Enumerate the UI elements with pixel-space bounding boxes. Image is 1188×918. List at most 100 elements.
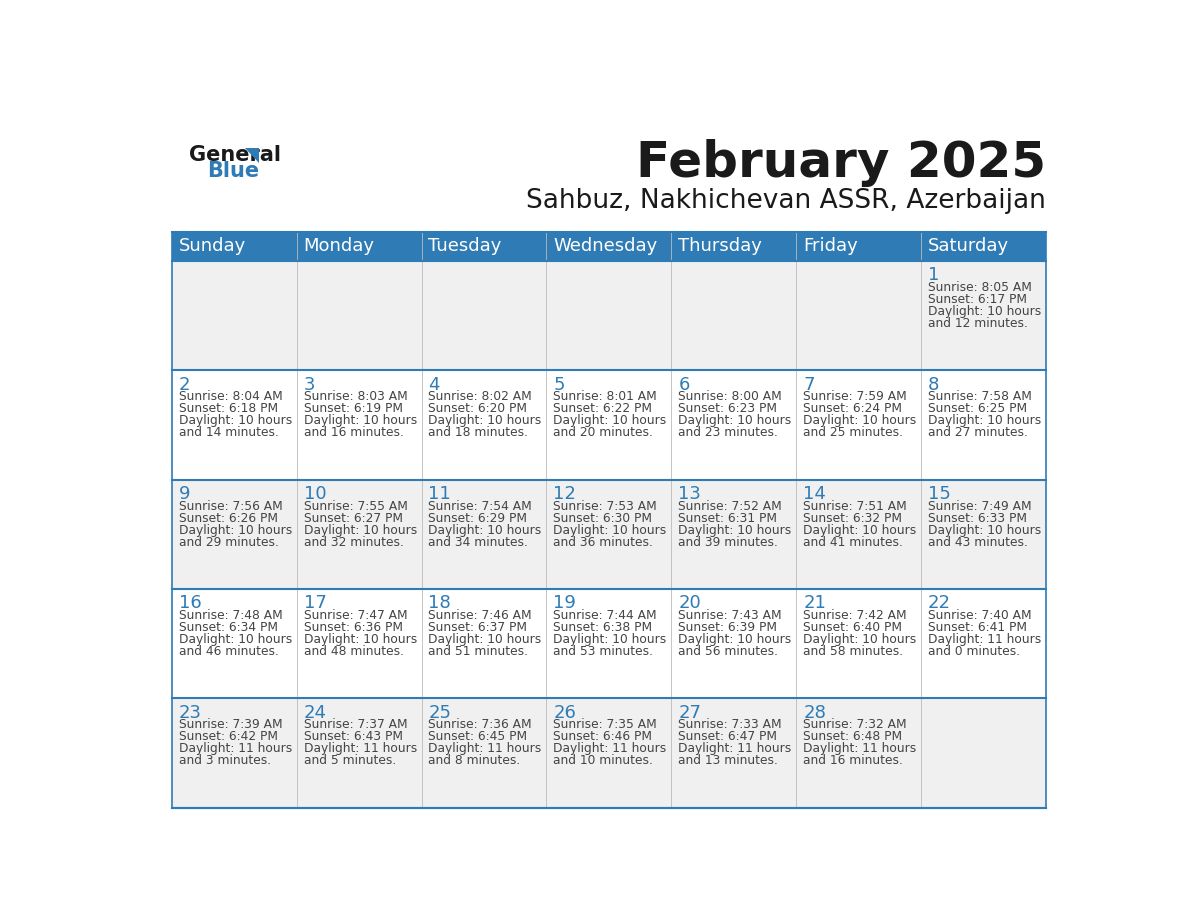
Text: 13: 13 [678, 485, 701, 503]
Text: and 13 minutes.: and 13 minutes. [678, 755, 778, 767]
Text: Sunset: 6:37 PM: Sunset: 6:37 PM [429, 621, 527, 634]
Text: Sunset: 6:23 PM: Sunset: 6:23 PM [678, 402, 777, 415]
Text: and 46 minutes.: and 46 minutes. [178, 645, 279, 658]
Text: 2: 2 [178, 375, 190, 394]
Text: and 51 minutes.: and 51 minutes. [429, 645, 529, 658]
Text: Daylight: 11 hours: Daylight: 11 hours [429, 743, 542, 756]
Text: Sunset: 6:18 PM: Sunset: 6:18 PM [178, 402, 278, 415]
Text: 24: 24 [304, 704, 327, 722]
Text: Daylight: 10 hours: Daylight: 10 hours [678, 523, 791, 537]
Text: Sunrise: 7:37 AM: Sunrise: 7:37 AM [304, 719, 407, 732]
Text: Sunset: 6:30 PM: Sunset: 6:30 PM [554, 511, 652, 525]
Text: Sunrise: 7:47 AM: Sunrise: 7:47 AM [304, 610, 407, 622]
Text: Sunset: 6:26 PM: Sunset: 6:26 PM [178, 511, 278, 525]
Text: 3: 3 [304, 375, 315, 394]
Text: Sunset: 6:34 PM: Sunset: 6:34 PM [178, 621, 278, 634]
Text: and 25 minutes.: and 25 minutes. [803, 426, 903, 439]
Text: and 10 minutes.: and 10 minutes. [554, 755, 653, 767]
Text: Daylight: 10 hours: Daylight: 10 hours [178, 633, 292, 646]
Text: 22: 22 [928, 595, 952, 612]
Text: Sunset: 6:40 PM: Sunset: 6:40 PM [803, 621, 902, 634]
Text: Sunset: 6:39 PM: Sunset: 6:39 PM [678, 621, 777, 634]
Text: Sunrise: 7:59 AM: Sunrise: 7:59 AM [803, 390, 906, 403]
Text: 8: 8 [928, 375, 940, 394]
Text: Sunset: 6:41 PM: Sunset: 6:41 PM [928, 621, 1028, 634]
Text: Sunset: 6:32 PM: Sunset: 6:32 PM [803, 511, 902, 525]
Text: 23: 23 [178, 704, 202, 722]
Text: Daylight: 10 hours: Daylight: 10 hours [803, 633, 916, 646]
Text: Sunrise: 7:48 AM: Sunrise: 7:48 AM [178, 610, 283, 622]
Text: and 8 minutes.: and 8 minutes. [429, 755, 520, 767]
Text: Sunrise: 7:53 AM: Sunrise: 7:53 AM [554, 499, 657, 513]
Text: Sunset: 6:29 PM: Sunset: 6:29 PM [429, 511, 527, 525]
Text: Daylight: 11 hours: Daylight: 11 hours [803, 743, 916, 756]
Text: and 0 minutes.: and 0 minutes. [928, 645, 1020, 658]
Text: and 12 minutes.: and 12 minutes. [928, 317, 1028, 330]
Text: and 53 minutes.: and 53 minutes. [554, 645, 653, 658]
Polygon shape [245, 148, 259, 163]
Text: Sunset: 6:31 PM: Sunset: 6:31 PM [678, 511, 777, 525]
Text: Sunset: 6:24 PM: Sunset: 6:24 PM [803, 402, 902, 415]
Text: Daylight: 10 hours: Daylight: 10 hours [178, 523, 292, 537]
Text: Daylight: 10 hours: Daylight: 10 hours [928, 523, 1042, 537]
Text: Daylight: 10 hours: Daylight: 10 hours [178, 414, 292, 427]
Text: Sunrise: 8:00 AM: Sunrise: 8:00 AM [678, 390, 782, 403]
FancyBboxPatch shape [172, 699, 1045, 808]
Text: Sunrise: 7:40 AM: Sunrise: 7:40 AM [928, 610, 1031, 622]
Text: Daylight: 10 hours: Daylight: 10 hours [803, 523, 916, 537]
Text: Sunrise: 7:44 AM: Sunrise: 7:44 AM [554, 610, 657, 622]
Text: Thursday: Thursday [678, 238, 763, 255]
Text: 16: 16 [178, 595, 202, 612]
Text: Daylight: 10 hours: Daylight: 10 hours [429, 633, 542, 646]
Text: 15: 15 [928, 485, 950, 503]
Text: Sunset: 6:33 PM: Sunset: 6:33 PM [928, 511, 1028, 525]
FancyBboxPatch shape [172, 480, 1045, 589]
Text: Sahbuz, Nakhichevan ASSR, Azerbaijan: Sahbuz, Nakhichevan ASSR, Azerbaijan [526, 188, 1045, 214]
Text: 12: 12 [554, 485, 576, 503]
Text: Sunset: 6:17 PM: Sunset: 6:17 PM [928, 293, 1028, 306]
Text: Daylight: 10 hours: Daylight: 10 hours [678, 414, 791, 427]
Text: 14: 14 [803, 485, 826, 503]
Text: 17: 17 [304, 595, 327, 612]
Text: and 16 minutes.: and 16 minutes. [304, 426, 404, 439]
Text: Sunset: 6:38 PM: Sunset: 6:38 PM [554, 621, 652, 634]
Text: and 56 minutes.: and 56 minutes. [678, 645, 778, 658]
Text: Sunrise: 7:35 AM: Sunrise: 7:35 AM [554, 719, 657, 732]
FancyBboxPatch shape [172, 232, 1045, 261]
Text: and 36 minutes.: and 36 minutes. [554, 535, 653, 549]
Text: 4: 4 [429, 375, 440, 394]
Text: and 16 minutes.: and 16 minutes. [803, 755, 903, 767]
Text: Sunset: 6:25 PM: Sunset: 6:25 PM [928, 402, 1028, 415]
Text: Sunrise: 7:46 AM: Sunrise: 7:46 AM [429, 610, 532, 622]
Text: Sunrise: 7:51 AM: Sunrise: 7:51 AM [803, 499, 906, 513]
Text: and 18 minutes.: and 18 minutes. [429, 426, 529, 439]
Text: Sunrise: 8:05 AM: Sunrise: 8:05 AM [928, 281, 1032, 294]
Text: Daylight: 11 hours: Daylight: 11 hours [178, 743, 292, 756]
Text: 19: 19 [554, 595, 576, 612]
Text: Daylight: 10 hours: Daylight: 10 hours [304, 633, 417, 646]
Text: and 41 minutes.: and 41 minutes. [803, 535, 903, 549]
Text: and 5 minutes.: and 5 minutes. [304, 755, 396, 767]
Text: Daylight: 10 hours: Daylight: 10 hours [304, 523, 417, 537]
Text: Sunset: 6:47 PM: Sunset: 6:47 PM [678, 731, 777, 744]
Text: Sunrise: 7:42 AM: Sunrise: 7:42 AM [803, 610, 906, 622]
Text: Daylight: 10 hours: Daylight: 10 hours [429, 414, 542, 427]
Text: Daylight: 10 hours: Daylight: 10 hours [554, 523, 666, 537]
Text: 28: 28 [803, 704, 826, 722]
FancyBboxPatch shape [172, 589, 1045, 699]
Text: 18: 18 [429, 595, 451, 612]
Text: Daylight: 11 hours: Daylight: 11 hours [554, 743, 666, 756]
Text: Sunset: 6:22 PM: Sunset: 6:22 PM [554, 402, 652, 415]
Text: Sunrise: 7:58 AM: Sunrise: 7:58 AM [928, 390, 1032, 403]
Text: Daylight: 10 hours: Daylight: 10 hours [803, 414, 916, 427]
Text: Sunset: 6:45 PM: Sunset: 6:45 PM [429, 731, 527, 744]
Text: Daylight: 10 hours: Daylight: 10 hours [554, 633, 666, 646]
FancyBboxPatch shape [172, 371, 1045, 480]
Text: and 34 minutes.: and 34 minutes. [429, 535, 529, 549]
Text: Sunset: 6:48 PM: Sunset: 6:48 PM [803, 731, 902, 744]
Text: Saturday: Saturday [928, 238, 1009, 255]
Text: Daylight: 10 hours: Daylight: 10 hours [928, 414, 1042, 427]
Text: 11: 11 [429, 485, 451, 503]
Text: and 29 minutes.: and 29 minutes. [178, 535, 279, 549]
Text: Daylight: 10 hours: Daylight: 10 hours [928, 305, 1042, 318]
